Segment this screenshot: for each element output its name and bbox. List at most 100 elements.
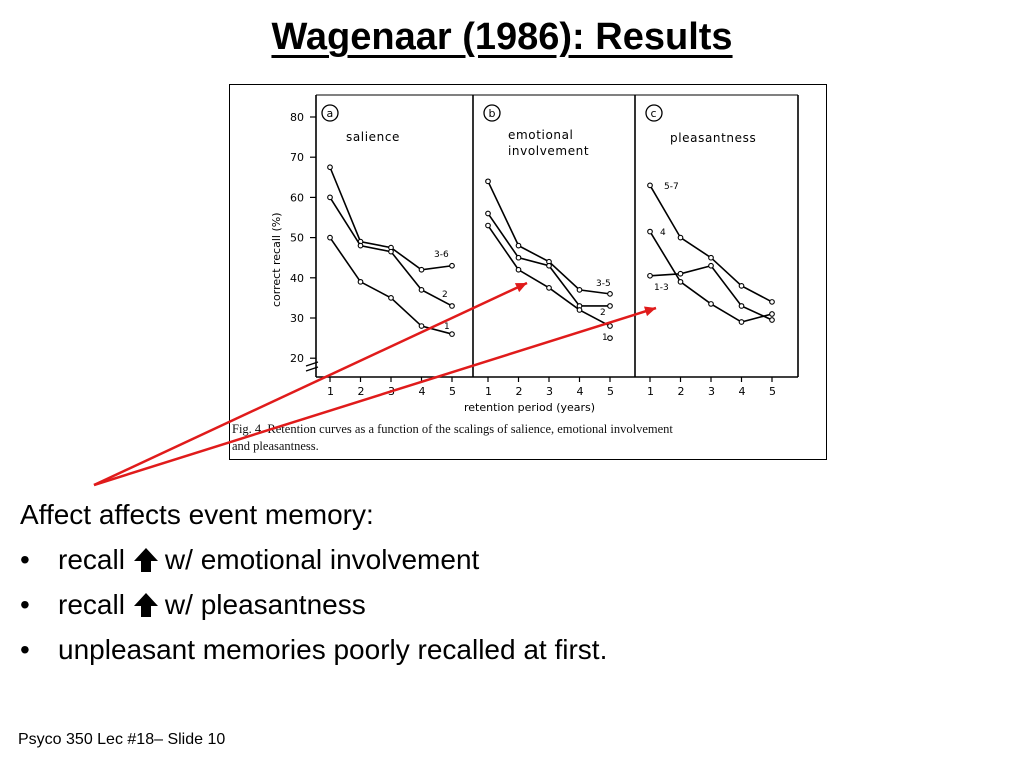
bullet-symbol: • xyxy=(20,589,30,620)
x-axis-label: retention period (years) xyxy=(464,401,595,414)
up-arrow-icon xyxy=(133,592,158,617)
data-point xyxy=(485,222,491,229)
y-tick-label: 40 xyxy=(290,272,304,285)
data-point xyxy=(647,228,653,235)
series-label: 5-7 xyxy=(664,182,679,192)
x-tick-label: 3 xyxy=(388,385,395,398)
x-tick-label: 3 xyxy=(708,385,715,398)
data-point xyxy=(485,178,491,185)
data-point xyxy=(388,248,394,255)
data-point xyxy=(327,164,333,171)
up-arrow-icon xyxy=(133,547,158,572)
body-heading: Affect affects event memory: xyxy=(20,499,374,530)
bullet-2-text-before: recall xyxy=(58,589,125,620)
data-point xyxy=(769,317,775,323)
figure-caption: Fig. 4. Retention curves as a function o… xyxy=(232,421,826,455)
slide-footer: Psyco 350 Lec #18– Slide 10 xyxy=(18,731,226,748)
panel-letter-circle xyxy=(645,104,663,122)
series-label: 2 xyxy=(600,308,606,318)
data-point xyxy=(388,295,394,301)
series-label: 3-6 xyxy=(434,250,449,260)
series-line xyxy=(487,180,611,295)
x-tick-label: 5 xyxy=(449,385,456,398)
data-point xyxy=(327,194,333,201)
data-point xyxy=(738,303,745,309)
series-line xyxy=(649,231,773,323)
series-label: 1-3 xyxy=(654,283,669,293)
data-point xyxy=(769,299,775,305)
bullet-2: • recall w/ pleasantness xyxy=(20,582,607,627)
data-point xyxy=(546,262,552,269)
slide-title: Wagenaar (1986): Results xyxy=(271,16,733,58)
data-point xyxy=(449,331,455,337)
series-label: 1 xyxy=(444,322,450,332)
panel-title: salience xyxy=(346,130,400,144)
x-tick-label: 4 xyxy=(739,385,746,398)
data-point xyxy=(607,335,613,341)
data-point xyxy=(677,234,684,241)
data-point xyxy=(576,307,583,313)
panel-letter-circle xyxy=(321,104,339,122)
bullet-symbol: • xyxy=(20,634,30,665)
bullet-3: • unpleasant memories poorly recalled at… xyxy=(20,627,607,672)
x-tick-label: 2 xyxy=(516,385,523,398)
x-tick-label: 4 xyxy=(419,385,426,398)
data-point xyxy=(327,234,333,241)
data-point xyxy=(449,262,455,269)
y-tick-label: 20 xyxy=(290,352,304,365)
data-point xyxy=(607,291,613,297)
data-point xyxy=(515,266,522,273)
panel-title: emotional xyxy=(508,128,574,142)
data-point xyxy=(418,266,425,273)
y-tick-label: 80 xyxy=(290,111,304,124)
panel-letter: c xyxy=(651,107,657,120)
data-point xyxy=(677,278,684,285)
y-tick-label: 70 xyxy=(290,151,304,164)
data-point xyxy=(449,303,455,309)
bullet-1-text-before: recall xyxy=(58,544,125,575)
y-tick-label: 60 xyxy=(290,191,304,204)
panel-letter: a xyxy=(327,107,334,120)
body-text: Affect affects event memory: • recall w/… xyxy=(20,492,607,672)
panel-title: pleasantness xyxy=(670,131,756,145)
data-point xyxy=(708,262,714,269)
data-point xyxy=(738,282,745,289)
bullet-1-text-after: w/ emotional involvement xyxy=(164,544,480,575)
x-tick-label: 1 xyxy=(327,385,334,398)
data-point xyxy=(576,287,583,293)
data-point xyxy=(418,323,425,329)
caption-line-2: and pleasantness. xyxy=(232,439,319,453)
x-tick-label: 4 xyxy=(577,385,584,398)
data-point xyxy=(485,210,491,217)
data-point xyxy=(708,254,714,261)
data-point xyxy=(607,323,613,329)
x-tick-label: 2 xyxy=(678,385,685,398)
data-point xyxy=(418,287,425,293)
panel-letter: b xyxy=(489,107,496,120)
data-point xyxy=(515,242,522,249)
retention-chart: 80 70 60 50 40 30 20 correct recall (%) 1 2 3 4 5 1 2 3… xyxy=(270,94,799,414)
caption-line-1: Fig. 4. Retention curves as a function o… xyxy=(232,422,673,436)
x-tick-label: 2 xyxy=(358,385,365,398)
series-label: 2 xyxy=(442,290,448,300)
data-point xyxy=(515,254,522,261)
y-tick-label: 30 xyxy=(290,312,304,325)
data-point xyxy=(357,242,364,249)
bullet-3-text: unpleasant memories poorly recalled at f… xyxy=(58,634,608,665)
x-tick-label: 3 xyxy=(546,385,553,398)
y-tick-label: 50 xyxy=(290,232,304,245)
x-tick-label: 1 xyxy=(647,385,654,398)
data-point xyxy=(546,285,552,291)
data-point xyxy=(738,319,745,325)
bullet-symbol: • xyxy=(20,544,30,575)
panel-title: involvement xyxy=(508,144,589,158)
data-point xyxy=(677,270,684,277)
bullet-2-text-after: w/ pleasantness xyxy=(164,589,366,620)
data-point xyxy=(769,311,775,317)
data-point xyxy=(647,272,653,279)
data-point xyxy=(647,182,653,189)
figure-frame: 80 70 60 50 40 30 20 correct recall (%) 1 2 3 4 5 1 2 3… xyxy=(229,84,827,460)
x-tick-label: 5 xyxy=(769,385,776,398)
y-axis-label: correct recall (%) xyxy=(270,213,283,308)
data-point xyxy=(357,278,364,285)
